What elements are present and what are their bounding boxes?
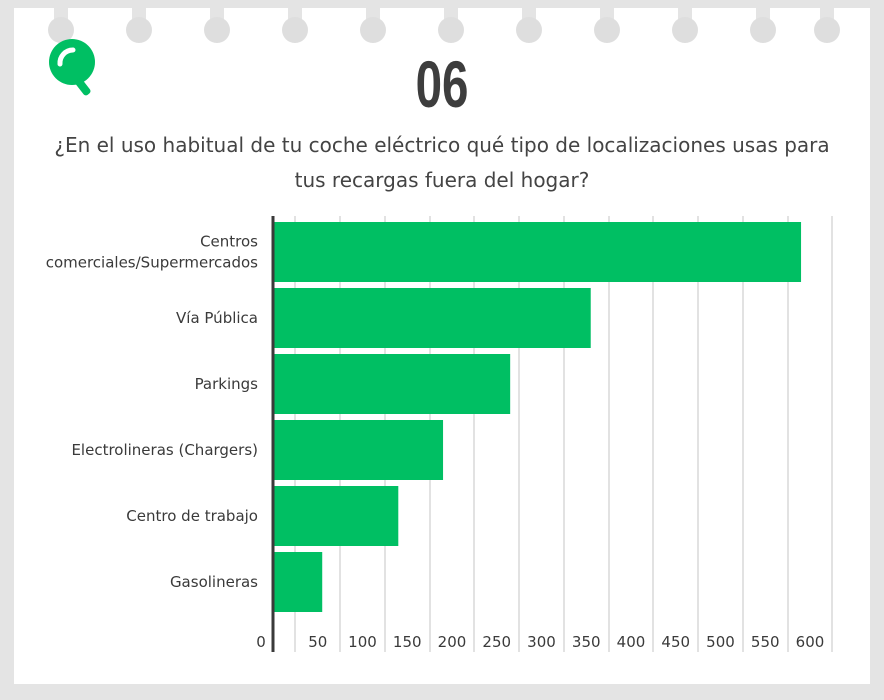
binder-ring	[516, 17, 542, 43]
x-tick-label: 50	[308, 633, 327, 651]
bar	[273, 288, 591, 348]
binder-ring	[672, 17, 698, 43]
bar	[273, 552, 323, 612]
bars	[273, 222, 802, 612]
category-label: comerciales/Supermercados	[46, 254, 258, 272]
bar	[273, 420, 444, 480]
binder-ring	[360, 17, 386, 43]
category-label: Centro de trabajo	[126, 507, 258, 525]
bar	[273, 222, 802, 282]
category-label: Vía Pública	[176, 309, 258, 327]
question-line: ¿En el uso habitual de tu coche eléctric…	[54, 133, 830, 157]
question-number: 06	[415, 47, 469, 121]
x-tick-label: 100	[348, 633, 377, 651]
x-tick-label: 600	[796, 633, 825, 651]
x-tick-label: 250	[482, 633, 511, 651]
binder-ring	[48, 17, 74, 43]
category-label: Centros	[200, 233, 258, 251]
binder-ring	[814, 17, 840, 43]
binder-ring	[126, 17, 152, 43]
x-tick-label: 500	[706, 633, 735, 651]
category-label: Parkings	[195, 375, 259, 393]
binder-ring	[282, 17, 308, 43]
x-tick-label: 300	[527, 633, 556, 651]
category-label: Electrolineras (Chargers)	[71, 441, 258, 459]
bar	[273, 486, 399, 546]
x-tick-label: 200	[438, 633, 467, 651]
category-labels: Centros comerciales/Supermercados Vía Públ…	[46, 233, 258, 592]
question-line: tus recargas fuera del hogar?	[294, 168, 590, 192]
x-tick-label: 150	[393, 633, 422, 651]
x-tick-label: 350	[572, 633, 601, 651]
binder-ring	[438, 17, 464, 43]
search-icon	[49, 39, 95, 96]
binder-ring	[204, 17, 230, 43]
binder-ring	[594, 17, 620, 43]
x-tick-label: 0	[256, 633, 266, 651]
question-text: ¿En el uso habitual de tu coche eléctric…	[40, 128, 844, 198]
category-label: Gasolineras	[170, 573, 258, 591]
bar	[273, 354, 511, 414]
x-tick-labels: 0 50 100 150 200 250 300 350 400 450 500 550 600	[256, 633, 824, 651]
binder-ring	[750, 17, 776, 43]
x-tick-label: 550	[751, 633, 780, 651]
x-tick-label: 400	[617, 633, 646, 651]
x-tick-label: 450	[661, 633, 690, 651]
